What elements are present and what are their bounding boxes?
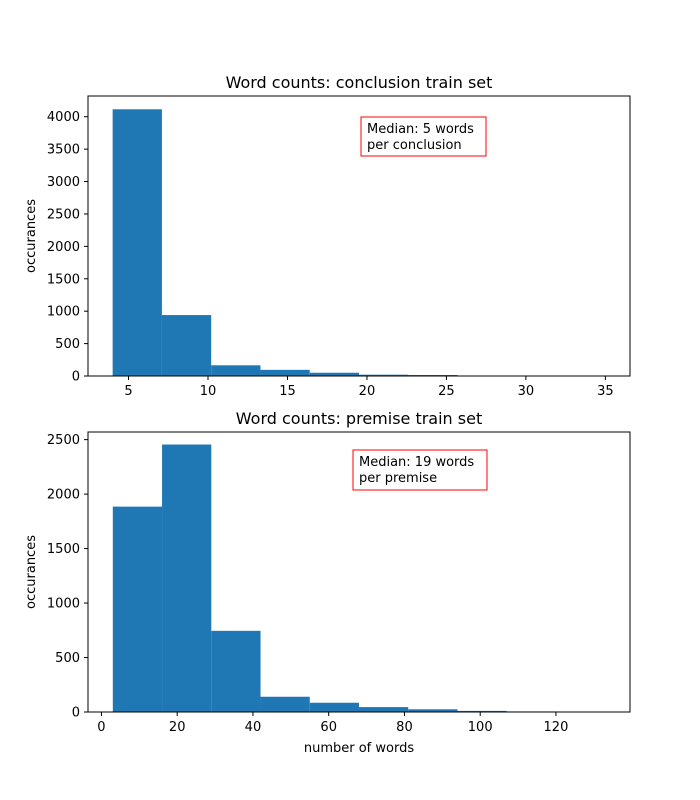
median-annotation: Median: 19 words per premise xyxy=(352,449,488,491)
y-tick-label: 4000 xyxy=(47,110,80,125)
annotation-box xyxy=(360,116,487,157)
x-tick-label: 80 xyxy=(396,720,413,735)
histogram-bar xyxy=(260,369,310,376)
y-axis-label: occurances xyxy=(24,535,39,609)
x-tick-label: 100 xyxy=(468,720,493,735)
annotation-line-2: per premise xyxy=(359,471,437,486)
chart-title: Word counts: conclusion train set xyxy=(226,73,493,92)
x-tick-label: 35 xyxy=(597,384,614,399)
y-tick-label: 1000 xyxy=(47,305,80,320)
histogram-bar xyxy=(457,710,507,712)
y-tick-label: 1000 xyxy=(47,597,80,612)
histogram-bar xyxy=(309,702,359,712)
chart-title: Word counts: premise train set xyxy=(236,409,482,428)
x-tick-label: 10 xyxy=(200,384,217,399)
bar-group xyxy=(112,109,606,376)
y-tick-group: 0 500 1000 1500 2000 2500 xyxy=(47,433,88,721)
x-tick-label: 30 xyxy=(518,384,535,399)
y-tick-label: 2500 xyxy=(47,207,80,222)
x-tick-label: 20 xyxy=(359,384,376,399)
histogram-bar xyxy=(260,696,310,712)
x-tick-label: 20 xyxy=(169,720,186,735)
histogram-bar xyxy=(211,365,261,376)
median-annotation: Median: 5 words per conclusion xyxy=(360,116,487,157)
y-axis-label: occurances xyxy=(24,199,39,273)
y-tick-label: 0 xyxy=(72,706,80,721)
x-tick-label: 60 xyxy=(320,720,337,735)
histogram-bar xyxy=(161,315,212,376)
annotation-line-2: per conclusion xyxy=(367,138,462,153)
axes-frame xyxy=(87,95,631,377)
x-axis-label: number of words xyxy=(304,741,414,756)
x-tick-label: 15 xyxy=(279,384,296,399)
y-tick-group: 0 500 1000 1500 2000 2500 3000 3500 4000 xyxy=(47,110,88,385)
bar-group xyxy=(112,444,606,712)
histogram-bar xyxy=(112,109,162,376)
histogram-bar xyxy=(359,374,409,376)
histogram-bar xyxy=(309,372,359,376)
x-tick-label: 40 xyxy=(245,720,262,735)
y-tick-label: 3000 xyxy=(47,175,80,190)
y-tick-label: 2000 xyxy=(47,240,80,255)
annotation-line-1: Median: 5 words xyxy=(367,122,474,137)
annotation-line-1: Median: 19 words xyxy=(359,455,474,470)
y-tick-label: 1500 xyxy=(47,542,80,557)
x-tick-label: 5 xyxy=(124,384,132,399)
conclusion-histogram: Word counts: conclusion train set occura… xyxy=(24,73,631,399)
y-tick-label: 3500 xyxy=(47,143,80,158)
x-tick-label: 0 xyxy=(97,720,105,735)
y-tick-label: 2500 xyxy=(47,433,80,448)
annotation-box xyxy=(352,449,488,491)
x-tick-group: 0 20 40 60 80 100 120 xyxy=(97,712,568,735)
y-tick-label: 500 xyxy=(55,337,80,352)
y-tick-label: 1500 xyxy=(47,272,80,287)
axes-frame xyxy=(87,431,631,713)
x-tick-label: 25 xyxy=(438,384,455,399)
histogram-bar xyxy=(408,709,458,712)
premise-histogram: Word counts: premise train set occurance… xyxy=(24,409,631,756)
histogram-bar xyxy=(359,707,409,712)
x-tick-label: 120 xyxy=(544,720,569,735)
y-tick-label: 500 xyxy=(55,651,80,666)
x-tick-group: 5 10 15 20 25 30 35 xyxy=(124,376,614,399)
histogram-bar xyxy=(211,630,261,712)
y-tick-label: 2000 xyxy=(47,488,80,503)
histogram-bar xyxy=(112,506,163,712)
histogram-bar xyxy=(162,444,212,712)
y-tick-label: 0 xyxy=(72,370,80,385)
